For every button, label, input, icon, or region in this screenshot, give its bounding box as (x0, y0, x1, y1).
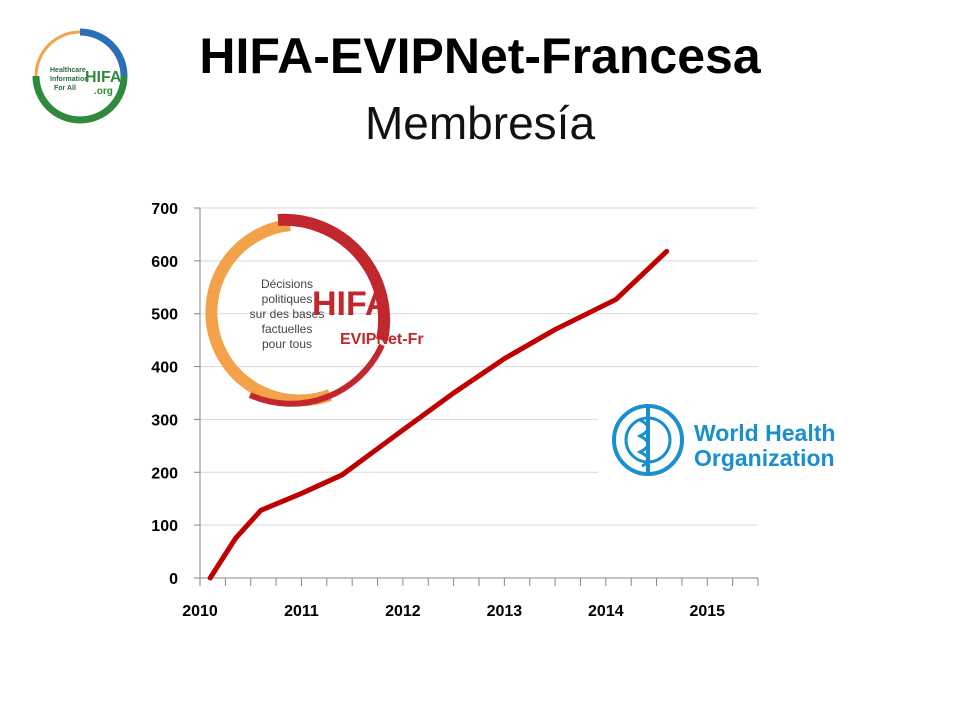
series-layer (207, 248, 670, 581)
svg-text:For All: For All (54, 85, 76, 92)
y-tick-label: 700 (151, 201, 178, 218)
y-tick-label: 500 (151, 307, 178, 324)
series-line (207, 248, 670, 581)
svg-text:World Health: World Health (694, 420, 835, 446)
x-tick-label: 2011 (284, 603, 319, 620)
y-tick-label: 0 (169, 571, 178, 588)
svg-text:Healthcare: Healthcare (50, 67, 86, 74)
y-tick-label: 200 (151, 465, 178, 482)
slide-title: HIFA-EVIPNet-Francesa (199, 28, 761, 84)
svg-text:factuelles: factuelles (262, 322, 313, 336)
svg-text:Information: Information (50, 76, 89, 83)
y-tick-label: 300 (151, 412, 178, 429)
svg-text:Organization: Organization (694, 445, 835, 471)
x-tick-label: 2010 (182, 603, 218, 620)
svg-text:EVIPNet-Fr: EVIPNet-Fr (340, 331, 424, 348)
hifa-evipnet-logo: Décisions politiques sur des bases factu… (205, 213, 424, 407)
hifa-org-logo: Healthcare Information For All HIFA .org (32, 28, 128, 124)
svg-text:HIFA: HIFA (85, 69, 122, 86)
x-tick-labels: 2010 2011 2012 2013 2014 2015 (182, 603, 725, 620)
x-tick-label: 2015 (689, 603, 725, 620)
svg-text:politiques: politiques (262, 292, 313, 306)
axes (194, 207, 759, 586)
y-tick-label: 100 (151, 518, 178, 535)
y-tick-label: 400 (151, 360, 178, 377)
x-tick-label: 2014 (588, 603, 624, 620)
y-tick-label: 600 (151, 254, 178, 271)
x-tick-label: 2012 (385, 603, 421, 620)
slide-subtitle: Membresía (364, 97, 596, 149)
svg-text:pour tous: pour tous (262, 337, 312, 351)
who-logo: World Health Organization (598, 390, 848, 490)
svg-text:Décisions: Décisions (261, 277, 313, 291)
y-tick-labels: 0 100 200 300 400 500 600 700 (151, 201, 178, 588)
svg-text:HIFA: HIFA (312, 285, 389, 323)
svg-text:.org: .org (94, 86, 113, 97)
x-tick-label: 2013 (487, 603, 523, 620)
svg-text:sur des bases: sur des bases (250, 307, 325, 321)
